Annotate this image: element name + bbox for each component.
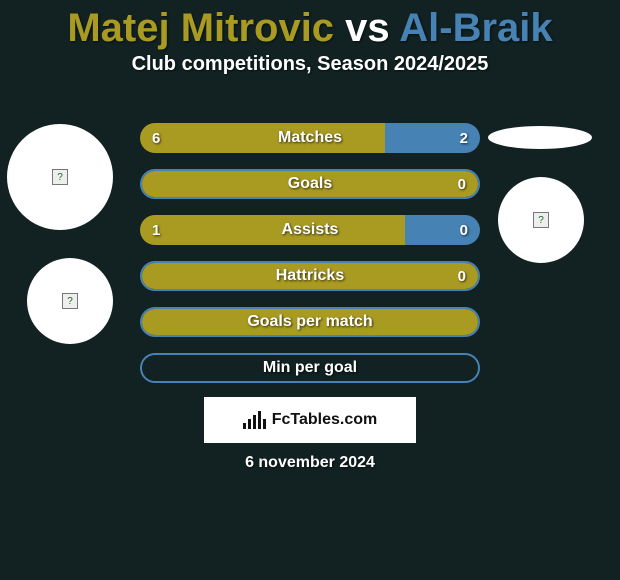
comparison-bars: Matches62Goals0Assists10Hattricks0Goals … [140,123,480,399]
bar-label: Hattricks [142,263,478,289]
bar-label: Goals per match [142,309,478,335]
brand-box: FcTables.com [204,397,416,443]
bar-value-left: 6 [152,123,160,153]
bar-row: Assists1 0 [140,215,480,245]
bar-row: Min per goal [140,353,480,383]
bar-value-right: 0 [460,215,468,245]
subtitle: Club competitions, Season 2024/2025 [0,53,620,76]
image-placeholder-icon: ? [533,212,549,228]
date-text: 6 november 2024 [0,454,620,472]
bar-row: Goals per match [140,307,480,337]
bar-label: Min per goal [142,355,478,381]
image-placeholder-icon: ? [62,293,78,309]
image-placeholder-icon: ? [52,169,68,185]
avatar-player1: ? [7,124,113,230]
bar-row: Matches6 2 [140,123,480,153]
avatar-player2 [488,126,592,149]
brand-bars-icon [243,411,266,429]
bar-label: Assists [140,215,480,245]
title-player2: Al-Braik [399,6,552,50]
title-player1: Matej Mitrovic [67,6,334,50]
bar-label: Matches [140,123,480,153]
title-vs: vs [334,6,399,50]
bar-value-left: 1 [152,215,160,245]
club-logo-player1: ? [27,258,113,344]
brand-text: FcTables.com [272,411,378,429]
bar-value-right: 0 [458,263,466,289]
bar-label: Goals [142,171,478,197]
bar-value-right: 2 [460,123,468,153]
bar-row: Hattricks0 [140,261,480,291]
club-logo-player2: ? [498,177,584,263]
bar-value-right: 0 [458,171,466,197]
bar-row: Goals0 [140,169,480,199]
page-title: Matej Mitrovic vs Al-Braik [0,0,620,51]
